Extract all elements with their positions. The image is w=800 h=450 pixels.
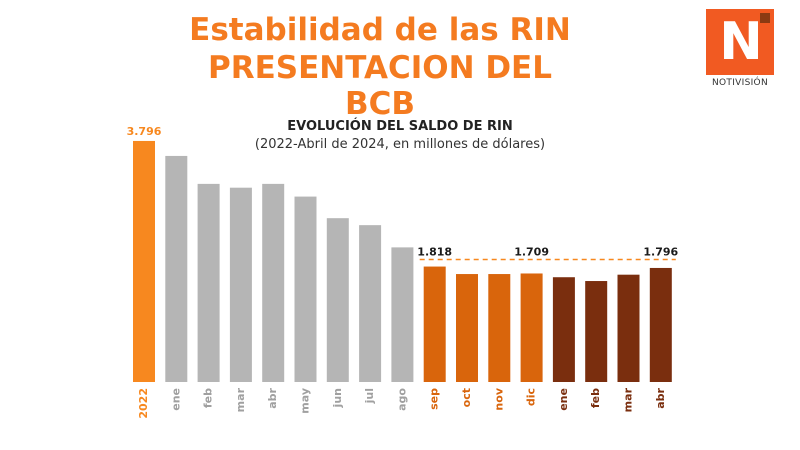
x-tick-label-5: may (299, 388, 312, 414)
bar-abr-16 (649, 267, 672, 382)
chart-title: EVOLUCIÓN DEL SALDO DE RIN (287, 119, 513, 134)
bar-ene-1 (165, 155, 188, 382)
bar-mar-15 (617, 274, 640, 382)
bar-sep-9 (423, 266, 446, 382)
x-tick-label-15: mar (622, 387, 635, 412)
bar-oct-10 (456, 274, 478, 382)
x-tick-label-3: mar (234, 387, 247, 412)
logo-corner-square (760, 13, 770, 23)
bar-dic-12 (520, 273, 543, 382)
data-label-12: 1.709 (514, 246, 549, 259)
x-tick-label-8: ago (395, 388, 408, 411)
chart-subtitle: (2022-Abril de 2024, en millones de dóla… (254, 137, 546, 152)
x-tick-label-7: jul (363, 388, 376, 404)
x-tick-label-4: abr (266, 387, 279, 408)
data-label-0: 3.796 (127, 125, 162, 138)
x-tick-label-11: nov (492, 387, 505, 410)
x-tick-label-9: sep (428, 388, 441, 410)
x-tick-label-13: ene (557, 388, 570, 411)
bar-abr-4 (262, 183, 285, 382)
x-tick-label-14: feb (589, 388, 602, 408)
bar-mar-3 (229, 187, 252, 382)
x-tick-label-1: ene (169, 388, 182, 411)
x-tick-label-12: dic (525, 388, 538, 406)
x-tick-label-16: abr (654, 387, 667, 408)
logo-caption: NOTIVISIÓN (712, 78, 768, 88)
bar-jul-7 (359, 225, 382, 382)
data-label-9: 1.818 (417, 246, 452, 259)
logo-letter: N (719, 12, 763, 72)
bar-jun-6 (326, 218, 349, 382)
headline-line-1: Estabilidad de las RIN (189, 12, 571, 48)
x-tick-label-10: oct (460, 388, 473, 407)
bar-2022-0 (133, 140, 155, 382)
bar-feb-2 (197, 183, 220, 382)
data-label-16: 1.796 (643, 246, 678, 259)
x-tick-label-2: feb (202, 388, 215, 408)
x-tick-label-0: 2022 (137, 388, 150, 419)
bar-feb-14 (585, 281, 608, 382)
notivision-logo: N (706, 9, 774, 75)
bar-ene-13 (552, 277, 575, 382)
x-tick-label-6: jun (331, 388, 344, 408)
bar-may-5 (294, 196, 317, 382)
headline-line-2: PRESENTACION DEL BCB (208, 50, 552, 122)
bar-ago-8 (391, 247, 414, 382)
bar-nov-11 (488, 274, 511, 382)
